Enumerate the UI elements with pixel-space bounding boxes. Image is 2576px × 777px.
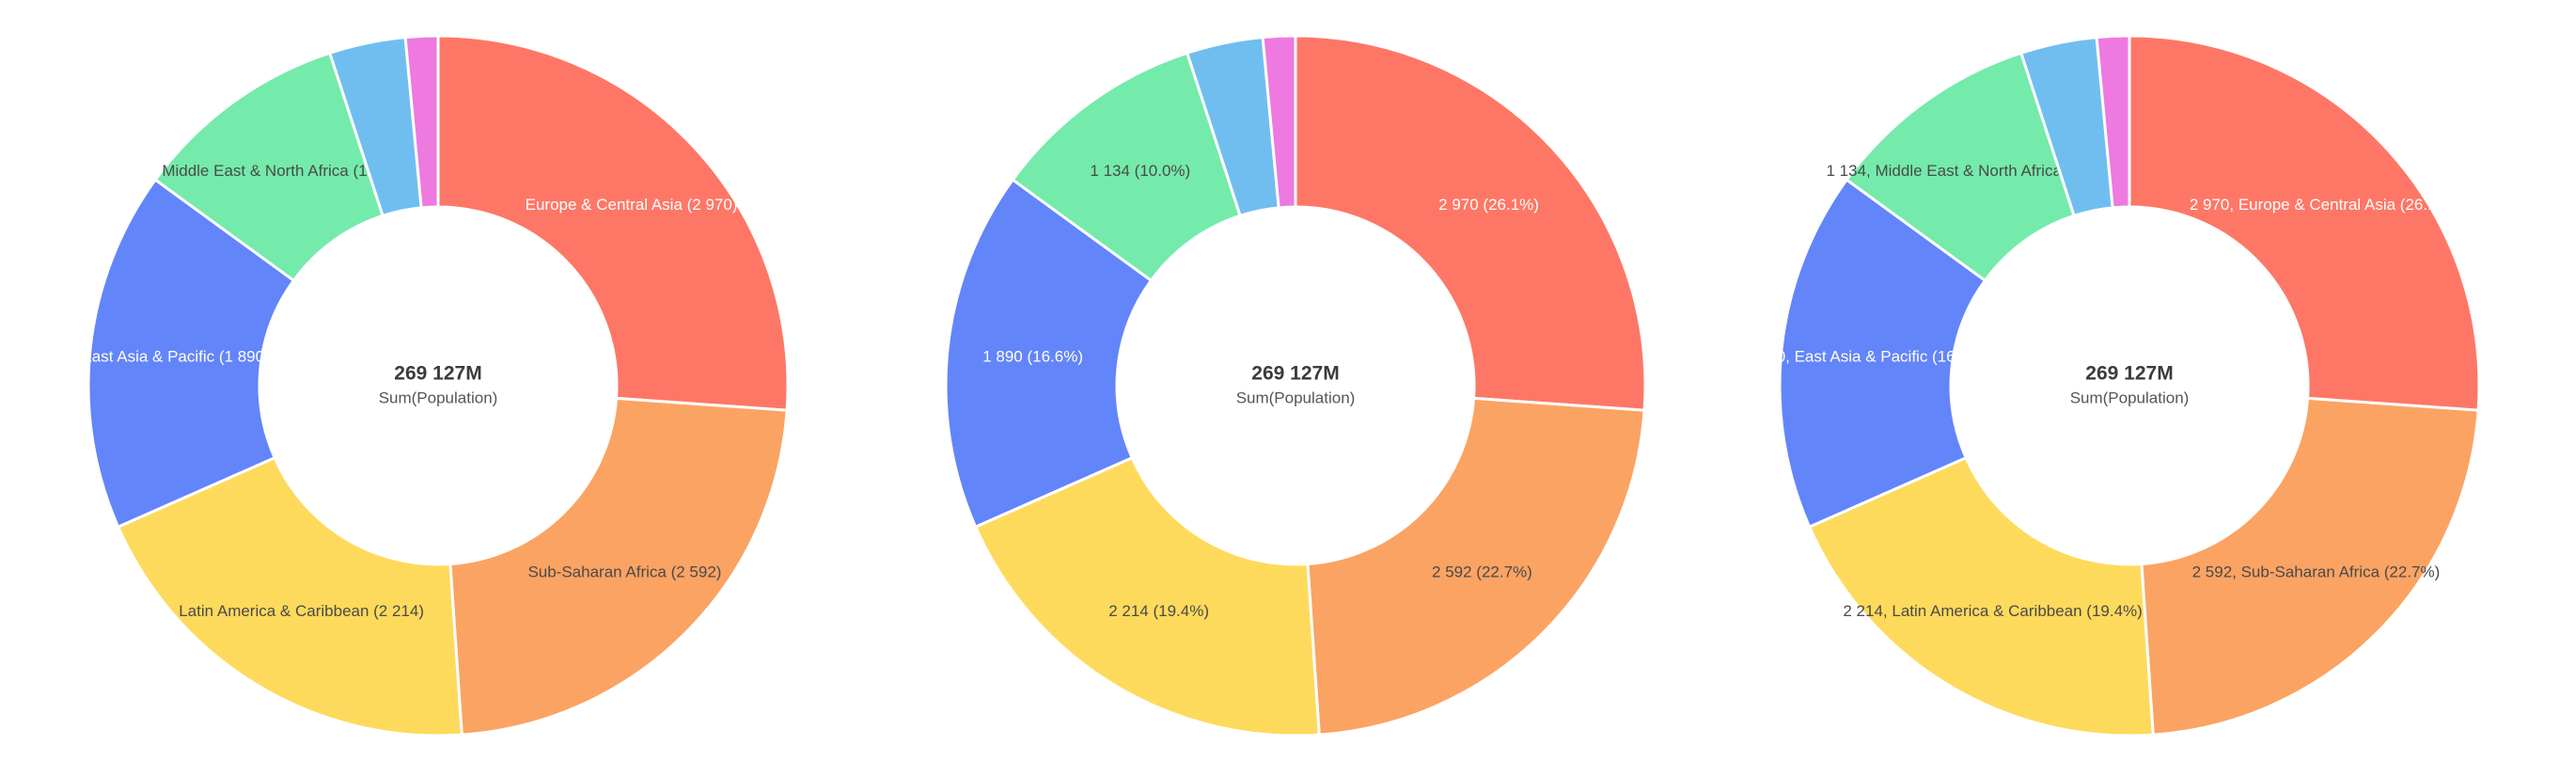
slice-label-sub-saharan-africa: 2 592, Sub-Saharan Africa (22.7%)	[2192, 563, 2441, 580]
center-metric-label: Sum(Population)	[379, 388, 498, 406]
slice-label-latin-america-and-caribbean: Latin America & Caribbean (2 214)	[179, 602, 424, 620]
slice-south-asia[interactable]	[1261, 34, 1297, 210]
slice-label-east-asia-and-pacific: East Asia & Pacific (1 890)	[81, 347, 269, 365]
slice-south-asia[interactable]	[2095, 34, 2131, 210]
center-metric-label: Sum(Population)	[1236, 388, 1356, 406]
slice-label-east-asia-and-pacific: 1 890, East Asia & Pacific (16.6%)	[1746, 347, 1988, 365]
slice-label-europe-and-central-asia: 2 970, Europe & Central Asia (26.1%)	[2190, 196, 2457, 214]
slice-east-asia-and-pacific[interactable]	[1778, 177, 1987, 530]
slice-label-europe-and-central-asia: Europe & Central Asia (2 970)	[526, 196, 738, 214]
center-total-value: 269 127M	[394, 363, 481, 385]
slice-label-middle-east-and-north-africa: 1 134 (10.0%)	[1090, 162, 1190, 180]
slice-sub-saharan-africa[interactable]	[1306, 396, 1646, 737]
center-metric-label: Sum(Population)	[2070, 388, 2190, 406]
slice-europe-and-central-asia[interactable]	[2128, 34, 2481, 412]
donut-chart-1: Europe & Central Asia (2 970) Sub-Saharan…	[81, 34, 790, 737]
slice-latin-america-and-caribbean[interactable]	[1807, 455, 2155, 737]
donut-chart-3: 2 970, Europe & Central Asia (26.1%) 2 59…	[1746, 34, 2481, 737]
slice-sub-saharan-africa[interactable]	[2140, 396, 2480, 737]
slice-europe-and-central-asia[interactable]	[436, 34, 790, 412]
slice-europe-and-central-asia[interactable]	[1294, 34, 1647, 412]
slice-label-sub-saharan-africa: Sub-Saharan Africa (2 592)	[527, 563, 721, 580]
slice-latin-america-and-caribbean[interactable]	[116, 455, 463, 737]
slice-south-asia[interactable]	[403, 34, 440, 210]
donut-hole	[1118, 208, 1473, 563]
center-total-value: 269 127M	[2085, 363, 2173, 385]
slice-label-east-asia-and-pacific: 1 890 (16.6%)	[982, 347, 1083, 365]
slice-latin-america-and-caribbean[interactable]	[973, 455, 1321, 737]
slice-label-latin-america-and-caribbean: 2 214 (19.4%)	[1108, 602, 1209, 620]
center-total-value: 269 127M	[1251, 363, 1339, 385]
donut-hole	[1952, 208, 2307, 563]
slice-label-middle-east-and-north-africa: Middle East & North Africa (1 134)	[162, 162, 403, 180]
slice-label-middle-east-and-north-africa: 1 134, Middle East & North Africa (10.0%…	[1827, 162, 2123, 180]
slice-east-asia-and-pacific[interactable]	[944, 177, 1154, 530]
slice-east-asia-and-pacific[interactable]	[86, 177, 296, 530]
slice-label-latin-america-and-caribbean: 2 214, Latin America & Caribbean (19.4%)	[1843, 602, 2142, 620]
slice-sub-saharan-africa[interactable]	[448, 396, 789, 737]
slice-label-sub-saharan-africa: 2 592 (22.7%)	[1432, 563, 1532, 580]
slice-label-europe-and-central-asia: 2 970 (26.1%)	[1438, 196, 1539, 214]
donut-hole	[260, 208, 616, 563]
donut-chart-2: 2 970 (26.1%) 2 592 (22.7%) 2 214 (19.4%) 1…	[944, 34, 1647, 737]
